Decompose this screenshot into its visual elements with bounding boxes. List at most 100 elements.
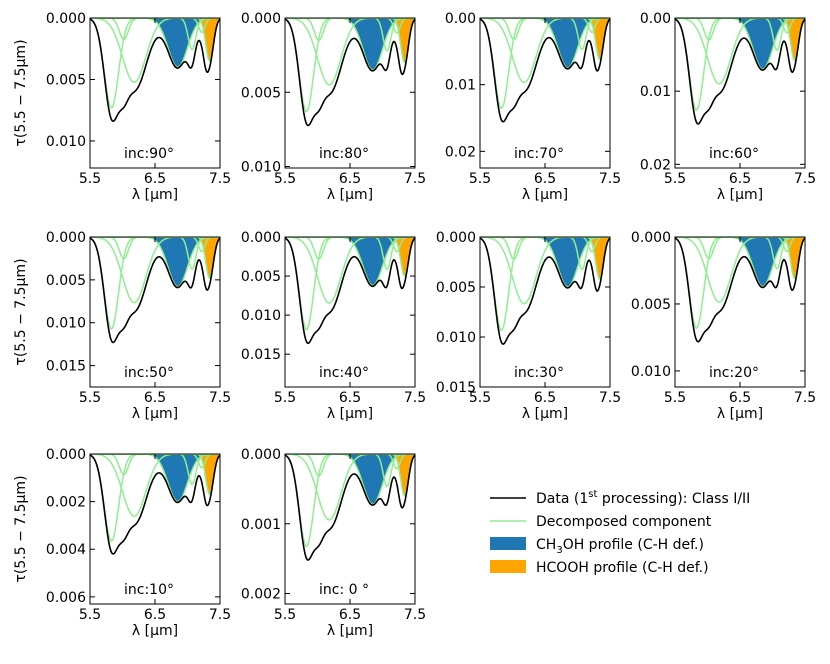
- data-curve: [285, 237, 415, 345]
- x-tick-label: 5.5: [79, 390, 101, 406]
- decomposed-component-5: [285, 18, 415, 34]
- legend-ch3oh-swatch: [490, 537, 526, 550]
- decomposed-component-7: [285, 454, 415, 497]
- ch3oh-profile: [285, 237, 415, 286]
- y-tick-label: 0.010: [436, 330, 476, 346]
- panel-6: 5.5 6.5 7.5 0.000 0.005 0.010 0.015 λ [μm] inc:4…: [241, 230, 426, 422]
- y-tick-label: 0.01: [640, 84, 671, 100]
- panel-4: 5.5 6.5 7.5 0.00 0.01 0.02 λ [μm] inc:60°: [640, 11, 816, 203]
- ch3oh-profile: [675, 237, 805, 287]
- x-tick-label: 6.5: [339, 607, 361, 623]
- panel-8: 5.5 6.5 7.5 0.000 0.005 0.010 λ [μm] inc:20°: [631, 230, 816, 422]
- decomposed-component-1: [285, 18, 415, 113]
- hcooh-profile: [285, 237, 415, 277]
- data-curve: [90, 18, 220, 123]
- decomposed-component-1: [480, 237, 610, 331]
- decomposed-component-2: [675, 237, 805, 303]
- inclination-label: inc:40°: [319, 365, 369, 381]
- legend-data-superscript: st: [588, 489, 597, 500]
- data-curve: [480, 18, 610, 123]
- x-axis-label: λ [μm]: [522, 187, 568, 203]
- decomposed-component-1: [480, 18, 610, 110]
- decomposed-component-1: [90, 237, 220, 330]
- y-tick-label: 0.005: [46, 273, 86, 289]
- inclination-label: inc:30°: [514, 365, 564, 381]
- y-tick-label: 0.005: [436, 280, 476, 296]
- decomposed-component-5: [285, 237, 415, 253]
- data-curve: [90, 454, 220, 555]
- data-curve: [675, 18, 805, 125]
- x-tick-label: 7.5: [209, 607, 231, 623]
- y-tick-label: 0.005: [241, 85, 281, 101]
- x-axis-label: λ [μm]: [522, 406, 568, 422]
- y-tick-label: 0.02: [445, 144, 476, 160]
- inclination-label: inc:50°: [124, 365, 174, 381]
- y-tick-label: 0.015: [46, 359, 86, 375]
- decomposed-component-5: [480, 18, 610, 34]
- plot-area: [90, 18, 220, 123]
- y-tick-label: 0.00: [640, 11, 671, 27]
- x-axis-label: λ [μm]: [717, 406, 763, 422]
- inclination-label: inc: 0 °: [319, 582, 369, 598]
- x-tick-label: 5.5: [79, 171, 101, 187]
- panels: 5.5 6.5 7.5 0.000 0.005 0.010 λ [μm] τ(5.5 − 7.…: [13, 11, 816, 639]
- y-tick-label: 0.000: [46, 11, 86, 27]
- x-axis-label: λ [μm]: [132, 187, 178, 203]
- inclination-label: inc:70°: [514, 146, 564, 162]
- decomposed-component-1: [90, 18, 220, 109]
- x-tick-label: 7.5: [599, 390, 621, 406]
- y-tick-label: 0.000: [631, 230, 671, 246]
- decomposed-component-1: [285, 454, 415, 548]
- x-tick-label: 6.5: [144, 171, 166, 187]
- legend-data-label: Data (1st processing): Class I/II: [536, 489, 750, 507]
- y-tick-label: 0.010: [46, 316, 86, 332]
- decomposed-component-7: [675, 18, 805, 62]
- x-tick-label: 5.5: [274, 607, 296, 623]
- y-tick-label: 0.002: [241, 587, 281, 603]
- x-tick-label: 5.5: [664, 171, 686, 187]
- decomposed-component-5: [675, 18, 805, 34]
- ch3oh-profile: [90, 454, 220, 502]
- decomposed-component-2: [90, 18, 220, 83]
- plot-area: [90, 454, 220, 555]
- decomposed-component-7: [285, 18, 415, 64]
- plot-area: [285, 18, 415, 127]
- panel-1: 5.5 6.5 7.5 0.000 0.005 0.010 λ [μm] τ(5.5 − 7.…: [13, 11, 231, 203]
- plot-area: [675, 237, 805, 343]
- x-tick-label: 6.5: [144, 390, 166, 406]
- x-tick-label: 6.5: [729, 171, 751, 187]
- x-tick-label: 6.5: [534, 390, 556, 406]
- panel-2: 5.5 6.5 7.5 0.000 0.005 0.010 λ [μm] inc:80°: [241, 11, 426, 203]
- plot-area: [480, 237, 610, 345]
- legend-hcooh-swatch: [490, 560, 526, 573]
- x-tick-label: 7.5: [794, 171, 816, 187]
- decomposed-component-1: [675, 18, 805, 111]
- legend-hcooh-label: HCOOH profile (C-H def.): [536, 560, 709, 576]
- legend: Data (1st processing): Class I/II Decomp…: [490, 489, 750, 576]
- y-tick-label: 0.02: [640, 157, 671, 173]
- x-axis-label: λ [μm]: [717, 187, 763, 203]
- y-tick-label: 0.004: [46, 542, 86, 558]
- decomposed-component-7: [480, 237, 610, 280]
- x-tick-label: 5.5: [274, 390, 296, 406]
- y-tick-label: 0.005: [631, 297, 671, 313]
- data-curve: [285, 454, 415, 561]
- data-curve: [285, 18, 415, 127]
- x-tick-label: 6.5: [144, 607, 166, 623]
- x-tick-label: 6.5: [339, 171, 361, 187]
- legend-ch3oh-label: CH3OH profile (C-H def.): [536, 537, 704, 556]
- x-tick-label: 6.5: [729, 390, 751, 406]
- y-tick-label: 0.015: [436, 380, 476, 396]
- y-tick-label: 0.000: [241, 11, 281, 27]
- decomposed-component-1: [285, 237, 415, 331]
- x-tick-label: 5.5: [79, 607, 101, 623]
- panel-5: 5.5 6.5 7.5 0.000 0.005 0.010 0.015 λ [μm] τ(5.5…: [13, 230, 231, 422]
- decomposed-component-5: [90, 454, 220, 469]
- y-axis-label: τ(5.5 − 7.5μm): [13, 475, 29, 582]
- x-tick-label: 7.5: [404, 390, 426, 406]
- inclination-label: inc:10°: [124, 582, 174, 598]
- x-tick-label: 6.5: [534, 171, 556, 187]
- decomposed-component-5: [675, 237, 805, 253]
- ch3oh-profile: [90, 18, 220, 68]
- ch3oh-profile: [90, 237, 220, 287]
